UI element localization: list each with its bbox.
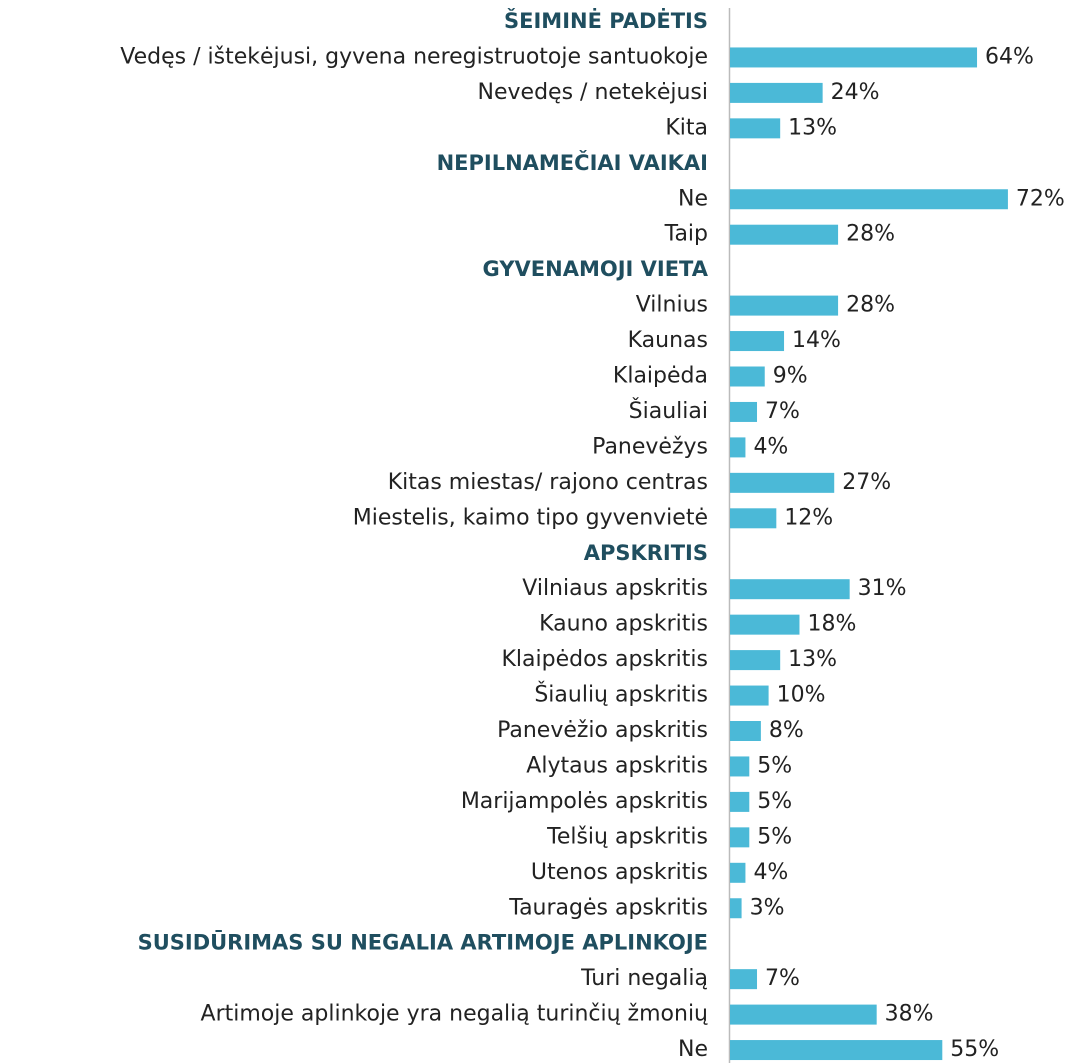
category-label: Panevėžio apskritis xyxy=(497,718,708,743)
bar xyxy=(730,224,839,245)
bar xyxy=(730,295,839,316)
category-label: Vedęs / ištekėjusi, gyvena neregistruoto… xyxy=(120,44,708,69)
value-label: 13% xyxy=(788,115,837,140)
bar xyxy=(730,331,785,352)
bar xyxy=(730,827,750,848)
bar xyxy=(730,401,758,422)
bar xyxy=(730,366,765,387)
bar xyxy=(730,721,761,741)
bar xyxy=(730,614,800,635)
category-label: Šiauliai xyxy=(629,398,708,424)
category-label: Telšių apskritis xyxy=(546,824,708,849)
value-label: 38% xyxy=(885,1002,934,1027)
value-label: 5% xyxy=(757,753,792,778)
value-label: 28% xyxy=(846,222,895,247)
bar xyxy=(730,862,746,883)
category-label: Kauno apskritis xyxy=(539,612,708,637)
category-label: Marijampolės apskritis xyxy=(461,789,708,814)
value-label: 9% xyxy=(773,364,808,389)
category-label: Ne xyxy=(678,186,708,211)
bar xyxy=(730,685,769,706)
bar xyxy=(730,756,750,777)
value-label: 31% xyxy=(858,576,907,601)
value-label: 5% xyxy=(757,824,792,849)
value-label: 24% xyxy=(831,80,880,105)
category-label: Ne xyxy=(678,1037,708,1062)
bar xyxy=(730,189,1008,210)
category-label: Kitas miestas/ rajono centras xyxy=(388,470,708,495)
value-label: 8% xyxy=(769,718,804,743)
category-label: Klaipėda xyxy=(613,364,708,389)
category-label: Miestelis, kaimo tipo gyvenvietė xyxy=(353,505,708,530)
bar xyxy=(730,650,781,671)
category-label: Kaunas xyxy=(628,328,708,353)
category-label: Klaipėdos apskritis xyxy=(501,647,708,672)
value-label: 27% xyxy=(842,470,891,495)
category-label: Turi negalią xyxy=(580,966,708,991)
value-label: 55% xyxy=(950,1037,999,1062)
bar xyxy=(730,1004,877,1025)
bar xyxy=(730,969,758,990)
bar xyxy=(730,82,823,103)
bar xyxy=(730,437,746,458)
value-label: 72% xyxy=(1016,186,1065,211)
value-label: 5% xyxy=(757,789,792,814)
value-label: 64% xyxy=(985,44,1034,69)
bar xyxy=(730,47,978,68)
bar xyxy=(730,1040,943,1061)
category-label: Kita xyxy=(665,115,708,140)
bar xyxy=(730,579,850,600)
category-label: Alytaus apskritis xyxy=(526,753,708,778)
value-label: 13% xyxy=(788,647,837,672)
bar xyxy=(730,791,750,812)
category-label: Vilniaus apskritis xyxy=(522,576,708,601)
category-label: Tauragės apskritis xyxy=(508,895,708,920)
value-label: 18% xyxy=(807,612,856,637)
value-label: 7% xyxy=(765,399,800,424)
group-header: ŠEIMINĖ PADĖTIS xyxy=(504,8,708,33)
category-label: Panevėžys xyxy=(592,434,708,459)
bar xyxy=(730,508,777,529)
group-header: APSKRITIS xyxy=(584,541,708,565)
value-label: 7% xyxy=(765,966,800,991)
value-label: 12% xyxy=(784,505,833,530)
category-label: Vilnius xyxy=(636,293,708,318)
category-label: Nevedęs / netekėjusi xyxy=(478,80,708,105)
category-label: Artimoje aplinkoje yra negalią turinčių … xyxy=(201,1002,709,1027)
value-label: 14% xyxy=(792,328,841,353)
group-header: GYVENAMOJI VIETA xyxy=(483,257,709,281)
value-label: 3% xyxy=(750,895,785,920)
bar xyxy=(730,118,781,139)
category-label: Utenos apskritis xyxy=(531,860,708,885)
category-label: Šiaulių apskritis xyxy=(534,682,708,708)
group-header: NEPILNAMEČIAI VAIKAI xyxy=(437,150,708,175)
bar xyxy=(730,472,835,493)
group-header: SUSIDŪRIMAS SU NEGALIA ARTIMOJE APLINKOJ… xyxy=(138,930,708,955)
category-label: Taip xyxy=(664,222,708,247)
value-label: 4% xyxy=(753,860,788,885)
value-label: 4% xyxy=(753,434,788,459)
value-label: 28% xyxy=(846,293,895,318)
value-label: 10% xyxy=(777,683,826,708)
bar xyxy=(730,898,742,919)
